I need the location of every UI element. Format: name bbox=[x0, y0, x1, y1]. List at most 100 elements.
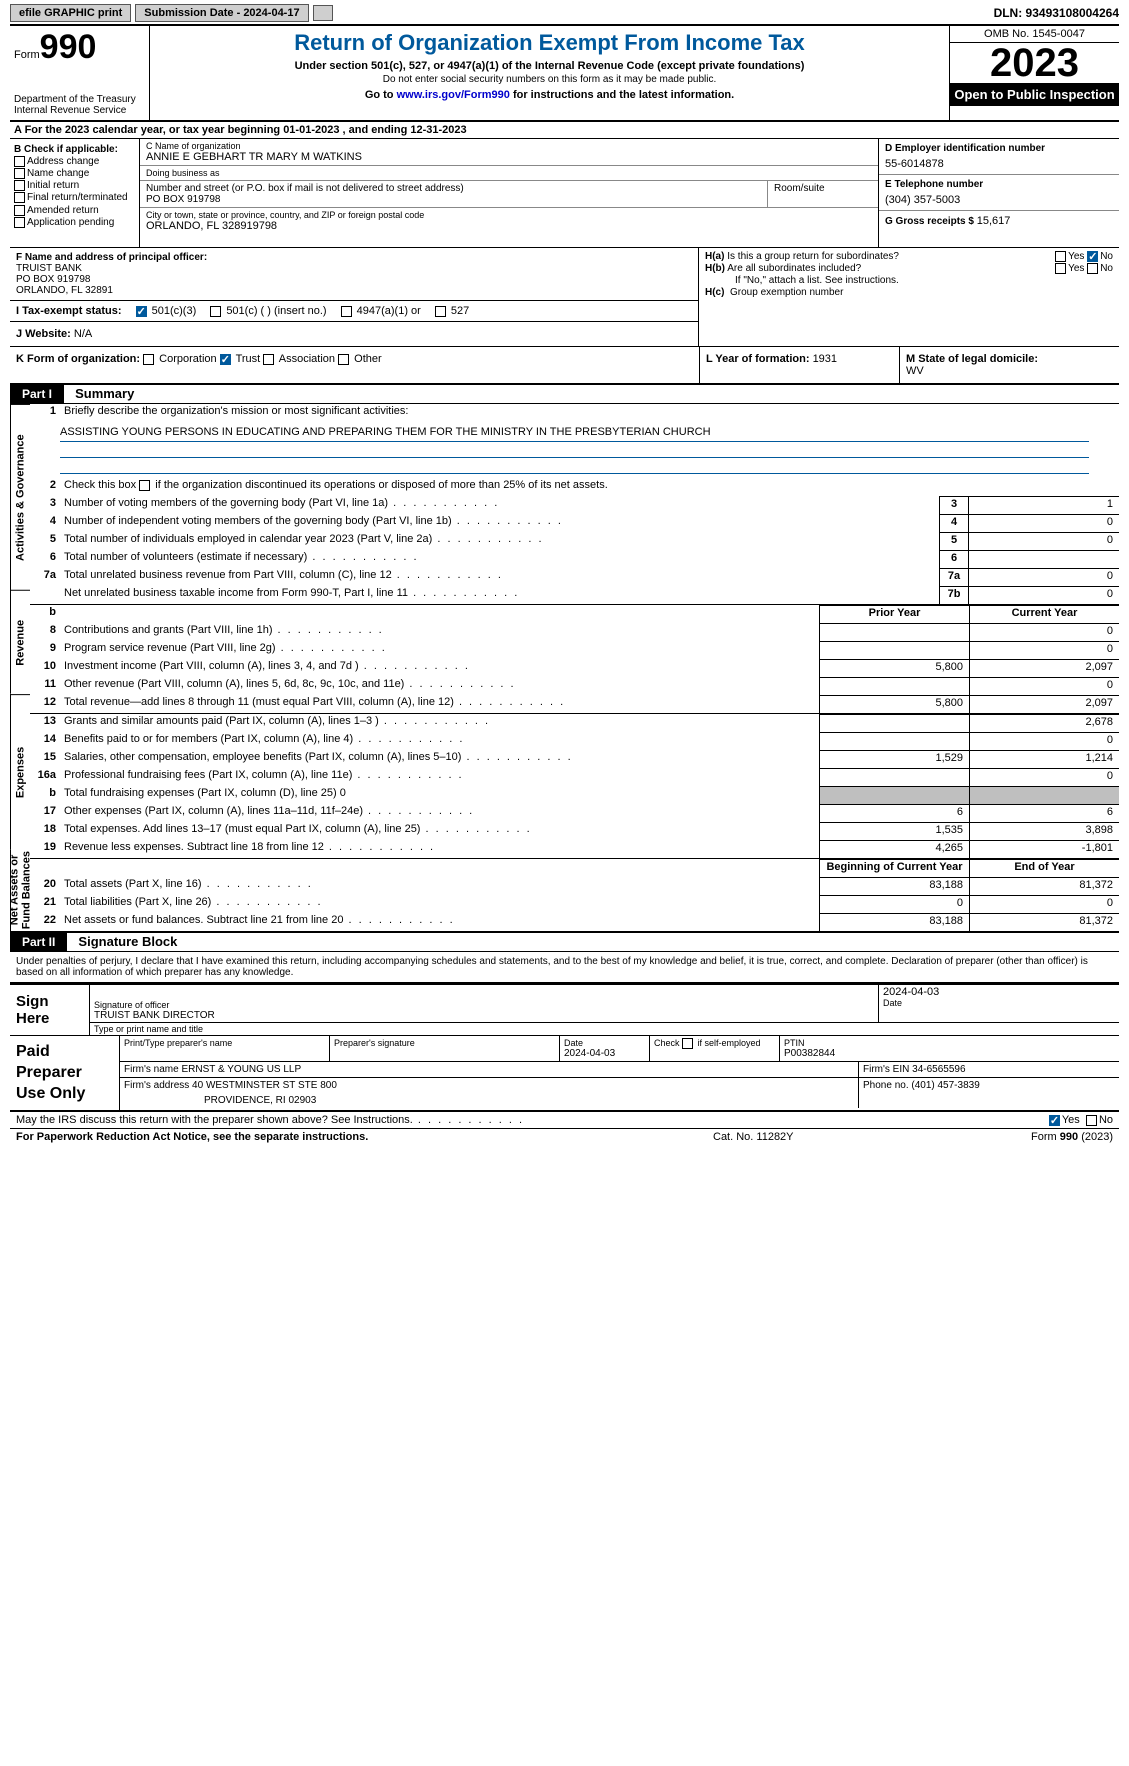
hb-no[interactable] bbox=[1087, 263, 1098, 274]
part1-hdr: Part I bbox=[10, 385, 64, 403]
gross-label: G Gross receipts $ bbox=[885, 216, 977, 227]
tax-status-label: I Tax-exempt status: bbox=[16, 305, 122, 317]
left-fij: F Name and address of principal officer:… bbox=[10, 248, 699, 346]
dln-label: DLN: 93493108004264 bbox=[994, 6, 1119, 20]
website-label: J Website: bbox=[16, 328, 74, 340]
instructions-link[interactable]: www.irs.gov/Form990 bbox=[397, 89, 510, 101]
efile-print-button[interactable]: efile GRAPHIC print bbox=[10, 4, 131, 22]
firm-addr-lbl: Firm's address bbox=[124, 1080, 192, 1091]
cb-self-employed[interactable] bbox=[682, 1038, 693, 1049]
vtab-rev: Revenue bbox=[10, 590, 30, 694]
cb-corp[interactable]: Corporation bbox=[143, 353, 217, 365]
cb-name-change[interactable]: Name change bbox=[14, 168, 135, 179]
cb-other[interactable]: Other bbox=[338, 353, 382, 365]
form-header: Form990 Department of the Treasury Inter… bbox=[10, 26, 1119, 122]
cb-initial-return[interactable]: Initial return bbox=[14, 180, 135, 191]
begin-year-hdr: Beginning of Current Year bbox=[819, 859, 969, 877]
tel-label: E Telephone number bbox=[885, 179, 1113, 190]
ein-label: D Employer identification number bbox=[885, 143, 1113, 154]
block-fh: F Name and address of principal officer:… bbox=[10, 248, 1119, 347]
hb-yes[interactable] bbox=[1055, 263, 1066, 274]
table-row: 16aProfessional fundraising fees (Part I… bbox=[30, 768, 1119, 786]
cb-trust[interactable]: Trust bbox=[220, 353, 261, 365]
prep-date-lbl: Date bbox=[564, 1038, 645, 1048]
m-cell: M State of legal domicile:WV bbox=[899, 347, 1119, 383]
ha-no[interactable] bbox=[1087, 251, 1098, 262]
preparer-block: Paid Preparer Use Only Print/Type prepar… bbox=[10, 1035, 1119, 1112]
row-i: I Tax-exempt status: 501(c)(3) 501(c) ( … bbox=[10, 301, 698, 322]
sec-governance: 1 Briefly describe the organization's mi… bbox=[30, 404, 1119, 605]
end-year-hdr: End of Year bbox=[969, 859, 1119, 877]
officer-cell: F Name and address of principal officer:… bbox=[10, 248, 698, 301]
table-row: 19Revenue less expenses. Subtract line 1… bbox=[30, 840, 1119, 858]
ha-yes[interactable] bbox=[1055, 251, 1066, 262]
vtab-net: Net Assets or Fund Balances bbox=[10, 849, 30, 931]
discuss-no[interactable] bbox=[1086, 1115, 1097, 1126]
table-row: 6Total number of volunteers (estimate if… bbox=[30, 550, 1119, 568]
sec-net: Beginning of Current Year End of Year 20… bbox=[30, 859, 1119, 931]
cb-final-return[interactable]: Final return/terminated bbox=[14, 192, 135, 203]
l-cell: L Year of formation: 1931 bbox=[699, 347, 899, 383]
k-label: K Form of organization: bbox=[16, 353, 140, 365]
org-name-value: ANNIE E GEBHART TR MARY M WATKINS bbox=[146, 151, 872, 163]
cb-501c[interactable]: 501(c) ( ) (insert no.) bbox=[210, 305, 326, 317]
row-2: 2 Check this box if the organization dis… bbox=[30, 478, 1119, 496]
sign-here-label: Sign Here bbox=[10, 985, 90, 1035]
paperwork-notice: For Paperwork Reduction Act Notice, see … bbox=[16, 1131, 713, 1143]
vertical-tabs: Activities & Governance Revenue Expenses… bbox=[10, 404, 30, 931]
discuss-row: May the IRS discuss this return with the… bbox=[10, 1112, 1119, 1129]
form-footer: Form 990 (2023) bbox=[913, 1131, 1113, 1143]
cb-amended-return[interactable]: Amended return bbox=[14, 205, 135, 216]
prior-year-hdr: Prior Year bbox=[819, 605, 969, 623]
subtitle-3: Go to www.irs.gov/Form990 for instructio… bbox=[158, 89, 941, 101]
org-name-cell: C Name of organization ANNIE E GEBHART T… bbox=[140, 139, 878, 166]
submission-date-text: Submission Date - 2024-04-17 bbox=[144, 7, 299, 19]
sig-date-label: Date bbox=[883, 998, 1115, 1008]
street-value: PO BOX 919798 bbox=[146, 194, 761, 205]
mission-line2 bbox=[60, 442, 1089, 458]
city-cell: City or town, state or province, country… bbox=[140, 208, 878, 234]
preparer-body: Print/Type preparer's name Preparer's si… bbox=[120, 1036, 1119, 1110]
sec-expenses: 13Grants and similar amounts paid (Part … bbox=[30, 714, 1119, 859]
cb-assoc[interactable]: Association bbox=[263, 353, 335, 365]
sign-block: Sign Here Signature of officer TRUIST BA… bbox=[10, 984, 1119, 1035]
table-row: 8Contributions and grants (Part VIII, li… bbox=[30, 623, 1119, 641]
h-c-row: H(c) Group exemption number bbox=[705, 287, 1113, 298]
dept-label: Department of the Treasury Internal Reve… bbox=[14, 94, 145, 116]
sig-officer-label: Signature of officer bbox=[94, 1000, 874, 1010]
discuss-yes[interactable] bbox=[1049, 1115, 1060, 1126]
cb-application-pending[interactable]: Application pending bbox=[14, 217, 135, 228]
table-row: Net unrelated business taxable income fr… bbox=[30, 586, 1119, 604]
cb-address-change[interactable]: Address change bbox=[14, 156, 135, 167]
officer-name: TRUIST BANK bbox=[16, 263, 692, 274]
block-bcd: B Check if applicable: Address change Na… bbox=[10, 139, 1119, 248]
prep-row-1: Print/Type preparer's name Preparer's si… bbox=[120, 1036, 1119, 1062]
prep-row-2: Firm's name ERNST & YOUNG US LLP Firm's … bbox=[120, 1062, 1119, 1078]
footer-row: For Paperwork Reduction Act Notice, see … bbox=[10, 1129, 1119, 1145]
table-row: 17Other expenses (Part IX, column (A), l… bbox=[30, 804, 1119, 822]
street-label: Number and street (or P.O. box if mail i… bbox=[146, 183, 761, 194]
cb-527[interactable]: 527 bbox=[435, 305, 469, 317]
table-row: 15Salaries, other compensation, employee… bbox=[30, 750, 1119, 768]
sig-name-label: Type or print name and title bbox=[90, 1023, 1119, 1035]
tel-value: (304) 357-5003 bbox=[885, 190, 1113, 206]
table-row: 11Other revenue (Part VIII, column (A), … bbox=[30, 677, 1119, 695]
cb-discontinued[interactable] bbox=[139, 480, 150, 491]
h-b-row: H(b) Are all subordinates included? Yes … bbox=[705, 263, 1113, 274]
sub3-suffix: for instructions and the latest informat… bbox=[510, 89, 734, 101]
ein-value: 55-6014878 bbox=[885, 154, 1113, 170]
mission-block: ASSISTING YOUNG PERSONS IN EDUCATING AND… bbox=[30, 422, 1119, 478]
part1-bar: Part I Summary bbox=[10, 385, 1119, 404]
prep-date-val: 2024-04-03 bbox=[564, 1048, 645, 1059]
table-row: 20Total assets (Part X, line 16)83,18881… bbox=[30, 877, 1119, 895]
header-right: OMB No. 1545-0047 2023 Open to Public In… bbox=[949, 26, 1119, 120]
cb-501c3[interactable]: 501(c)(3) bbox=[136, 305, 197, 317]
city-label: City or town, state or province, country… bbox=[146, 210, 872, 220]
part1-title: Summary bbox=[67, 386, 134, 401]
declaration-text: Under penalties of perjury, I declare th… bbox=[10, 952, 1119, 982]
row-j: J Website: N/A bbox=[10, 322, 698, 346]
table-row: 22Net assets or fund balances. Subtract … bbox=[30, 913, 1119, 931]
table-row: 4Number of independent voting members of… bbox=[30, 514, 1119, 532]
cb-4947[interactable]: 4947(a)(1) or bbox=[341, 305, 421, 317]
header-center: Return of Organization Exempt From Incom… bbox=[150, 26, 949, 120]
